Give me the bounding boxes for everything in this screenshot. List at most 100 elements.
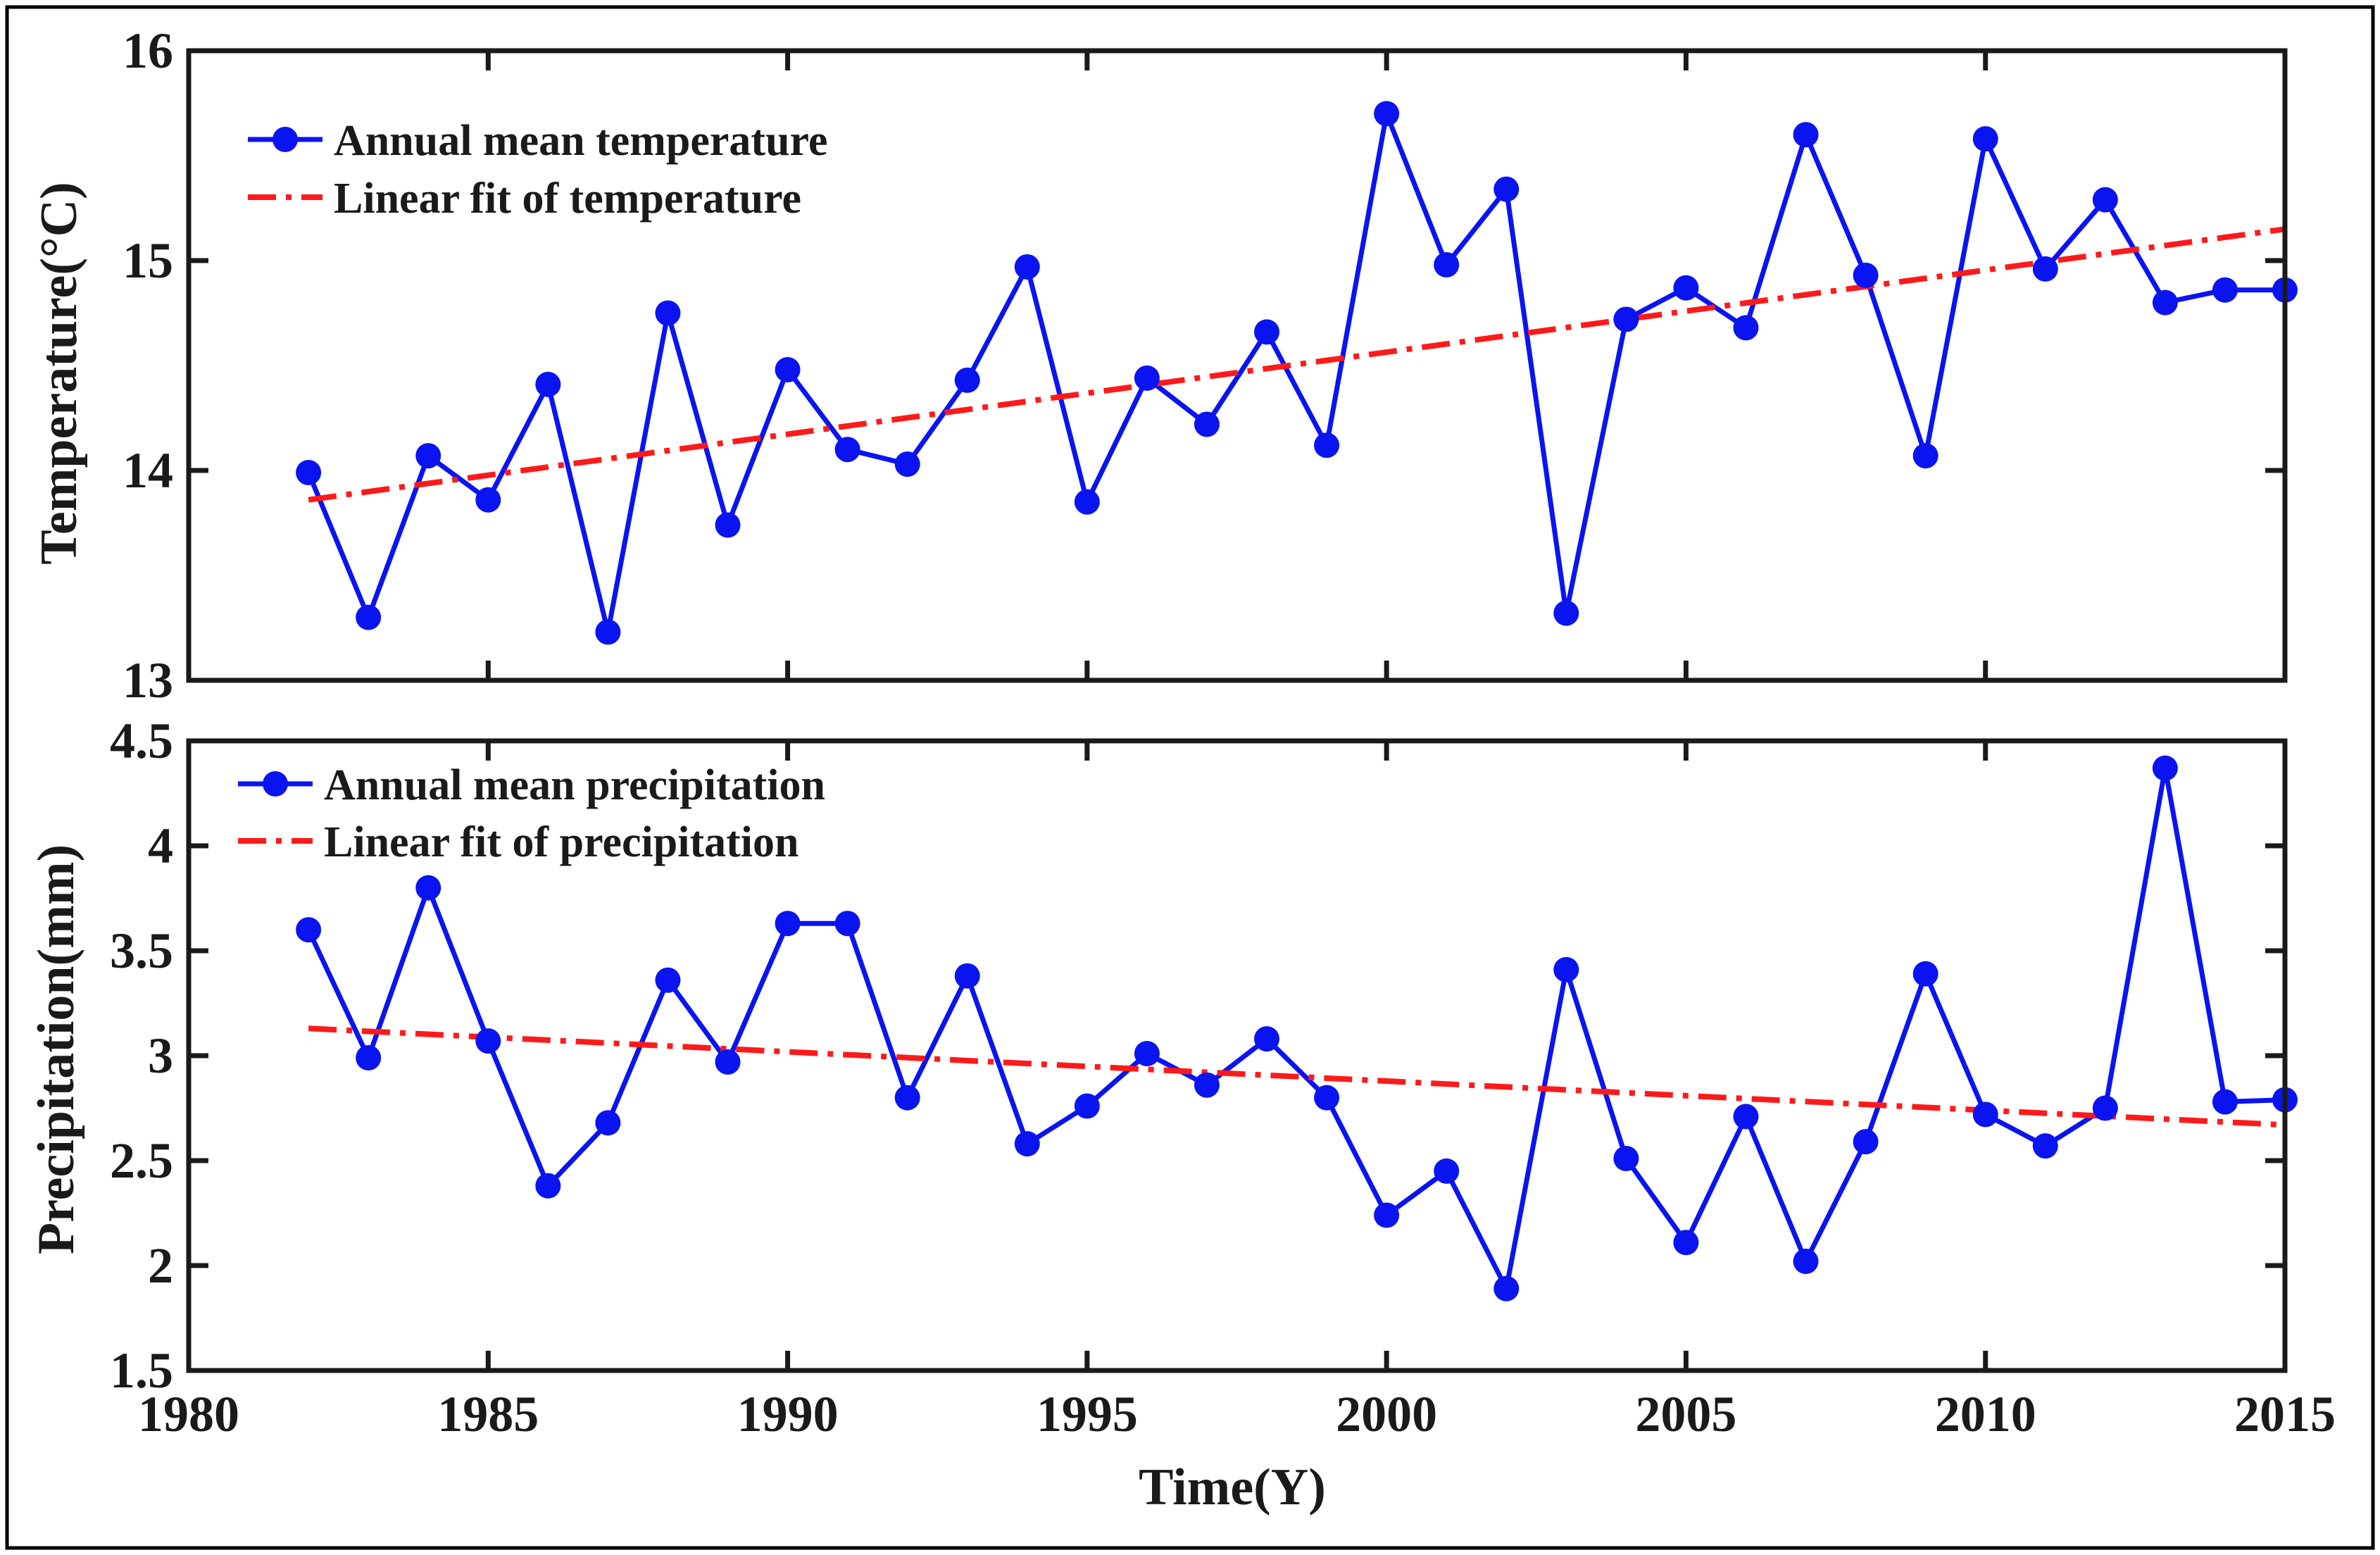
temperature-data-point (1374, 101, 1400, 127)
precipitation-data-point (954, 963, 980, 989)
precipitation-data-point (1314, 1085, 1340, 1111)
precipitation-data-point (1194, 1072, 1220, 1098)
precipitation-legend-series-label: Annual mean precipitation (324, 761, 825, 809)
precipitation-series-line (306, 766, 2286, 1292)
precipitation-data-point (535, 1173, 561, 1199)
temperature-legend-fit-label: Linear fit of temperature (334, 175, 801, 223)
precipitation-data-point (834, 911, 860, 937)
temperature-data-point (475, 487, 501, 513)
precipitation-data-point (1493, 1275, 1520, 1301)
temperature-data-point (1733, 315, 1759, 341)
precipitation-data-point (2152, 755, 2178, 781)
temperature-ytick-label: 14 (123, 442, 173, 499)
temperature-data-point (595, 619, 621, 645)
temperature-legend: Annual mean temperature Linear fit of te… (248, 117, 827, 223)
precipitation-data-point (356, 1044, 382, 1070)
temperature-data-point (1853, 262, 1879, 288)
temperature-data-point (296, 459, 322, 485)
precipitation-ytick-label: 4 (148, 818, 173, 874)
temperature-data-point (1254, 319, 1280, 345)
precipitation-xtick-label: 1985 (437, 1386, 539, 1442)
temperature-data-point (356, 604, 382, 630)
precipitation-data-point (1014, 1131, 1040, 1157)
precipitation-data-point (1673, 1230, 1699, 1256)
temperature-data-point (1014, 254, 1040, 280)
temperature-series-line (306, 111, 2285, 635)
temperature-data-point (1314, 432, 1340, 458)
x-axis-title: Time(Y) (1139, 1459, 1326, 1516)
temperature-ytick-label: 13 (123, 652, 173, 708)
precipitation-panel: 1.5 2 2.5 3 3.5 4 4.5 1980 1985 1990 1995 2000 2005 2… (27, 713, 2336, 1516)
precipitation-data-point (715, 1049, 741, 1075)
temperature-data-point (655, 300, 681, 326)
temperature-legend-marker (273, 127, 298, 152)
precipitation-xtick-label: 1990 (737, 1386, 839, 1442)
precipitation-y-axis-title: Precipitation(mm) (27, 844, 85, 1254)
temperature-y-axis-title: Temperature(°C) (30, 182, 88, 564)
precipitation-ticks: 1.5 2 2.5 3 3.5 4 4.5 1980 1985 1990 1995 2000 2005 2… (110, 713, 2336, 1442)
temperature-data-point (1793, 122, 1819, 148)
temperature-axes-box (186, 48, 2288, 683)
precipitation-data-point (894, 1085, 920, 1111)
temperature-data-point (2032, 256, 2058, 282)
temperature-ytick-label: 15 (123, 232, 173, 289)
precipitation-xtick-label: 2015 (2234, 1386, 2336, 1442)
precipitation-data-point (1074, 1093, 1100, 1119)
temperature-panel: 13 14 15 16 Temperature(°C) Annual mean tem… (30, 23, 2298, 708)
precipitation-ytick-label: 2.5 (110, 1132, 173, 1189)
temperature-data-point (1972, 126, 1998, 152)
precipitation-data-point (415, 875, 441, 901)
temperature-plot-content (296, 101, 2298, 645)
temperature-fit-line (308, 226, 2286, 503)
temperature-data-point (1493, 176, 1520, 202)
precipitation-data-point (296, 917, 322, 943)
temperature-data-point (535, 371, 561, 397)
temperature-data-point (894, 451, 920, 477)
precipitation-data-point (2032, 1133, 2058, 1159)
precipitation-xtick-label: 2010 (1935, 1386, 2036, 1442)
precipitation-data-point (1134, 1041, 1160, 1067)
temperature-data-point (2212, 277, 2238, 303)
precipitation-xtick-label: 1980 (138, 1386, 239, 1442)
precipitation-plot-content (296, 755, 2298, 1301)
precipitation-data-point (655, 967, 681, 993)
temperature-data-point (834, 437, 860, 463)
precipitation-data-point (1853, 1129, 1879, 1155)
precipitation-legend: Annual mean precipitation Linear fit of … (238, 761, 825, 866)
precipitation-ytick-label: 3 (148, 1028, 173, 1084)
precipitation-data-point (1254, 1026, 1280, 1052)
precipitation-data-point (1972, 1101, 1998, 1128)
temperature-data-point (1434, 251, 1460, 277)
precipitation-legend-marker (263, 771, 288, 797)
precipitation-xtick-label: 2005 (1635, 1386, 1736, 1442)
precipitation-fit-line (308, 1025, 2286, 1128)
precipitation-data-point (1374, 1202, 1400, 1228)
precipitation-data-point (1912, 961, 1939, 987)
precipitation-data-point (2092, 1095, 2118, 1121)
precipitation-ytick-label: 4.5 (110, 713, 173, 769)
temperature-data-point (1134, 365, 1160, 391)
precipitation-ytick-label: 1.5 (110, 1342, 173, 1399)
temperature-data-point (1912, 443, 1939, 469)
precipitation-ytick-label: 2 (148, 1237, 173, 1294)
temperature-data-point (415, 443, 441, 469)
temperature-data-point (2152, 289, 2178, 316)
precipitation-xtick-label: 2000 (1336, 1386, 1437, 1442)
precipitation-ytick-label: 3.5 (110, 923, 173, 979)
precipitation-data-point (1733, 1104, 1759, 1130)
temperature-data-point (1613, 306, 1639, 332)
precipitation-data-point (1553, 956, 1579, 982)
precipitation-data-point (1434, 1158, 1460, 1184)
precipitation-data-point (1793, 1249, 1819, 1275)
precipitation-legend-fit-label: Linear fit of precipitation (324, 818, 799, 866)
temperature-ytick-label: 16 (123, 23, 173, 79)
precipitation-data-point (2212, 1089, 2238, 1115)
precipitation-xtick-label: 1995 (1036, 1386, 1138, 1442)
temperature-data-point (954, 367, 980, 393)
temperature-data-point (1673, 275, 1699, 301)
temperature-data-point (715, 512, 741, 538)
outer-border (5, 5, 2375, 1550)
temperature-legend-series-label: Annual mean temperature (334, 117, 827, 165)
temperature-data-point (2092, 187, 2118, 213)
